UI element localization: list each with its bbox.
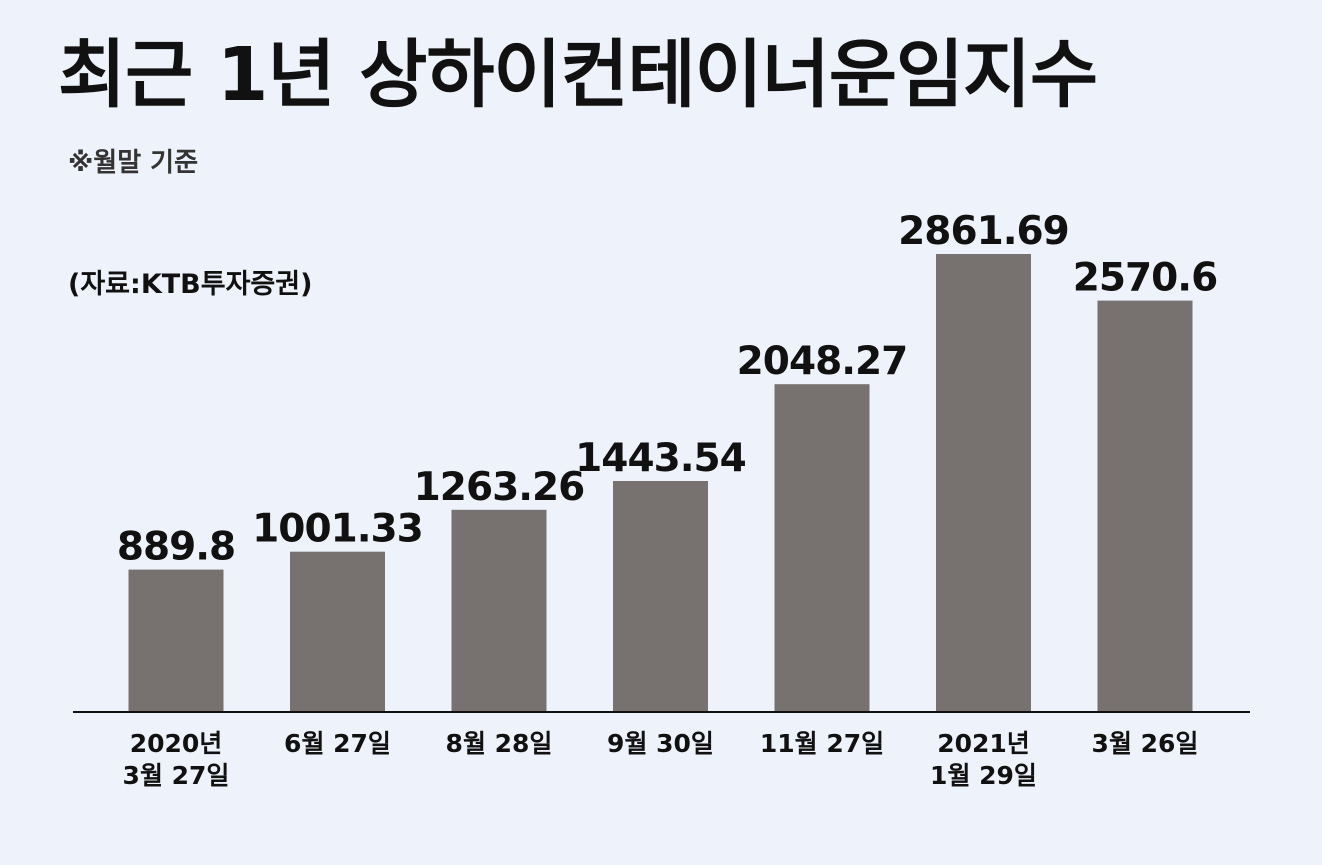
bar-5 bbox=[936, 254, 1031, 712]
bar-0 bbox=[128, 569, 224, 712]
bar-6 bbox=[1097, 300, 1193, 712]
value-label-5: 2861.69 bbox=[898, 209, 1069, 254]
category-label-0-line-1: 3월 27일 bbox=[123, 761, 230, 790]
bar-3 bbox=[613, 481, 708, 712]
category-label-2: 8월 28일 bbox=[446, 729, 553, 758]
bar-2 bbox=[451, 509, 547, 712]
category-labels-group: 2020년 3월 27일 6월 27일 8월 28일 9월 30일 11월 27일 2021… bbox=[123, 729, 1199, 790]
bar-4 bbox=[774, 384, 870, 712]
value-label-4: 2048.27 bbox=[737, 339, 908, 384]
category-label-4: 11월 27일 bbox=[760, 729, 884, 758]
category-label-1: 6월 27일 bbox=[284, 729, 391, 758]
source-note: (자료:KTB투자증권) bbox=[68, 269, 313, 300]
category-label-3: 9월 30일 bbox=[607, 729, 714, 758]
value-label-3: 1443.54 bbox=[575, 436, 746, 481]
value-label-2: 1263.26 bbox=[414, 465, 585, 510]
chart-title: 최근 1년 상하이컨테이너운임지수 bbox=[58, 32, 1098, 118]
category-label-0-line-0: 2020년 bbox=[130, 729, 223, 758]
category-label-5-line-1: 1월 29일 bbox=[930, 761, 1037, 790]
value-label-6: 2570.6 bbox=[1073, 256, 1218, 301]
value-label-1: 1001.33 bbox=[252, 507, 423, 552]
bar-1 bbox=[290, 551, 385, 712]
category-label-5-line-0: 2021년 bbox=[937, 729, 1030, 758]
chart-subtitle: ※월말 기준 bbox=[68, 148, 199, 178]
category-label-6: 3월 26일 bbox=[1092, 729, 1199, 758]
value-label-0: 889.8 bbox=[117, 525, 235, 570]
